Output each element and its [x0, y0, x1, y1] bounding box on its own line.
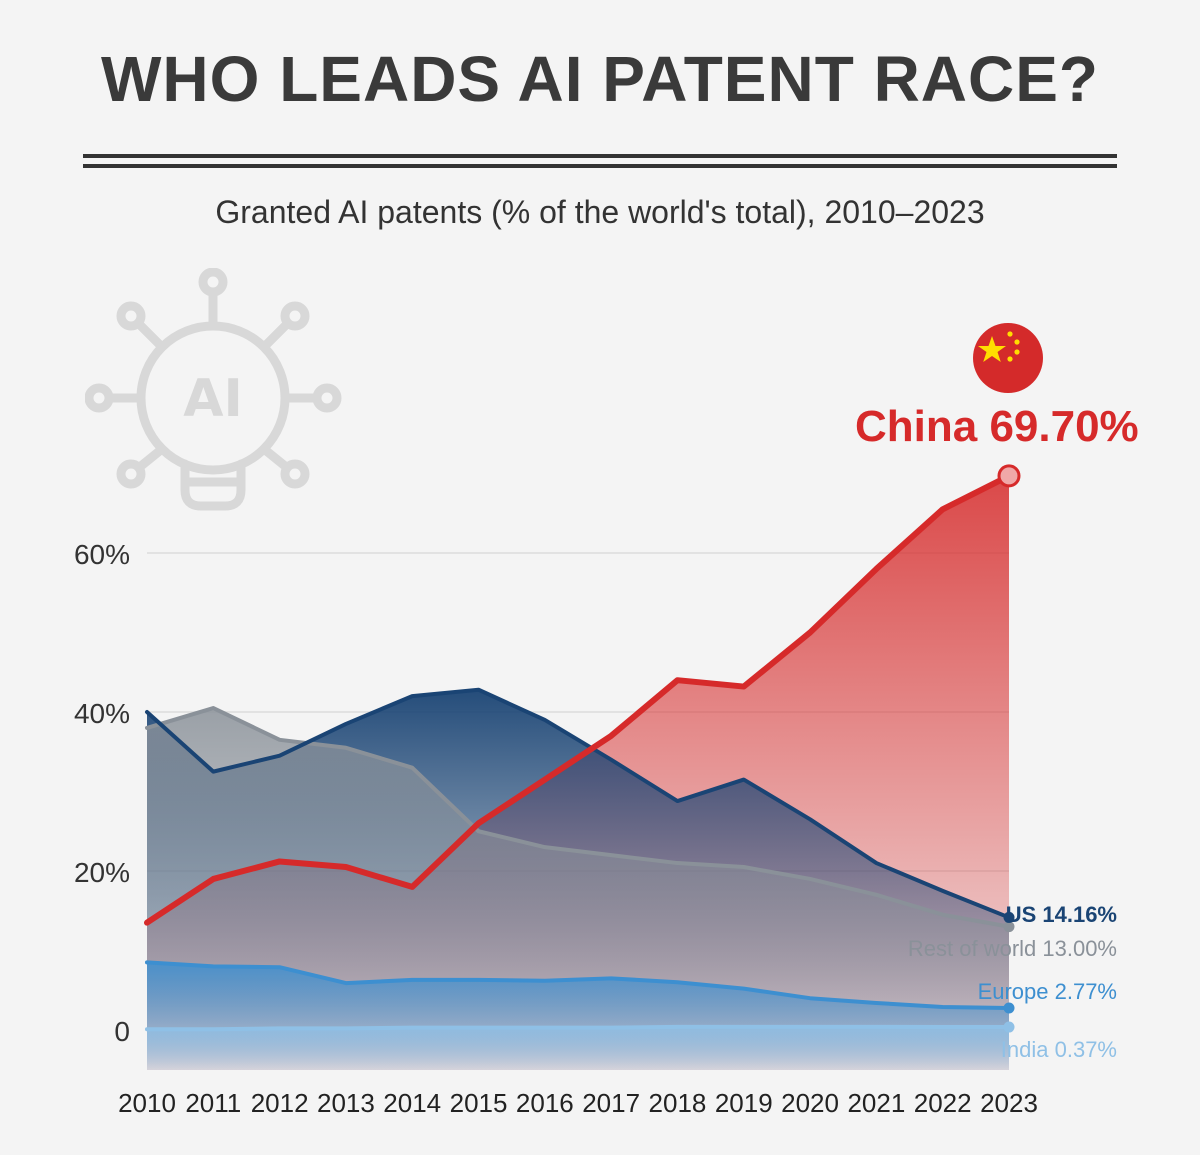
end-marker-china: [997, 464, 1021, 488]
end-marker-us: [1003, 911, 1015, 923]
x-tick-label: 2011: [185, 1088, 241, 1118]
line-europe: [145, 960, 1011, 1010]
y-tick-label: 0: [114, 1016, 130, 1047]
ai-lightbulb-icon: AI: [85, 268, 342, 511]
x-tick-label: 2013: [317, 1088, 375, 1118]
x-tick-label: 2021: [847, 1088, 905, 1118]
page-title: WHO LEADS AI PATENT RACE?: [101, 43, 1099, 115]
x-tick-label: 2014: [383, 1088, 441, 1118]
x-tick-label: 2019: [715, 1088, 773, 1118]
chart-subtitle: Granted AI patents (% of the world's tot…: [215, 194, 985, 230]
title-divider-top: [83, 154, 1117, 158]
title-divider-bottom: [83, 164, 1117, 168]
end-label-india: India 0.37%: [1001, 1037, 1117, 1062]
y-tick-label: 40%: [74, 698, 130, 729]
line-india: [145, 1024, 1011, 1032]
ai-logo-text: AI: [183, 369, 243, 429]
x-tick-label: 2010: [118, 1088, 176, 1118]
end-label-rest: Rest of world 13.00%: [908, 936, 1117, 961]
x-tick-label: 2015: [450, 1088, 508, 1118]
china-callout-label: China 69.70%: [855, 402, 1139, 451]
line-china: [144, 472, 1012, 926]
y-tick-label: 20%: [74, 857, 130, 888]
line-rest: [145, 706, 1011, 929]
end-marker-india: [1003, 1021, 1015, 1033]
area-india: [147, 1026, 1009, 1070]
y-tick-label: 60%: [74, 539, 130, 570]
x-tick-label: 2016: [516, 1088, 574, 1118]
area-rest: [147, 708, 1009, 1070]
x-tick-label: 2012: [251, 1088, 309, 1118]
china-flag-icon: [973, 323, 1043, 393]
x-tick-label: 2023: [980, 1088, 1038, 1118]
line-us: [145, 687, 1011, 920]
x-tick-label: 2018: [649, 1088, 707, 1118]
end-label-europe: Europe 2.77%: [978, 979, 1117, 1004]
x-tick-label: 2017: [582, 1088, 640, 1118]
end-label-us: US 14.16%: [1006, 902, 1117, 927]
x-tick-label: 2022: [914, 1088, 972, 1118]
end-marker-europe: [1003, 1002, 1015, 1014]
end-marker-rest: [1003, 921, 1015, 933]
x-tick-label: 2020: [781, 1088, 839, 1118]
